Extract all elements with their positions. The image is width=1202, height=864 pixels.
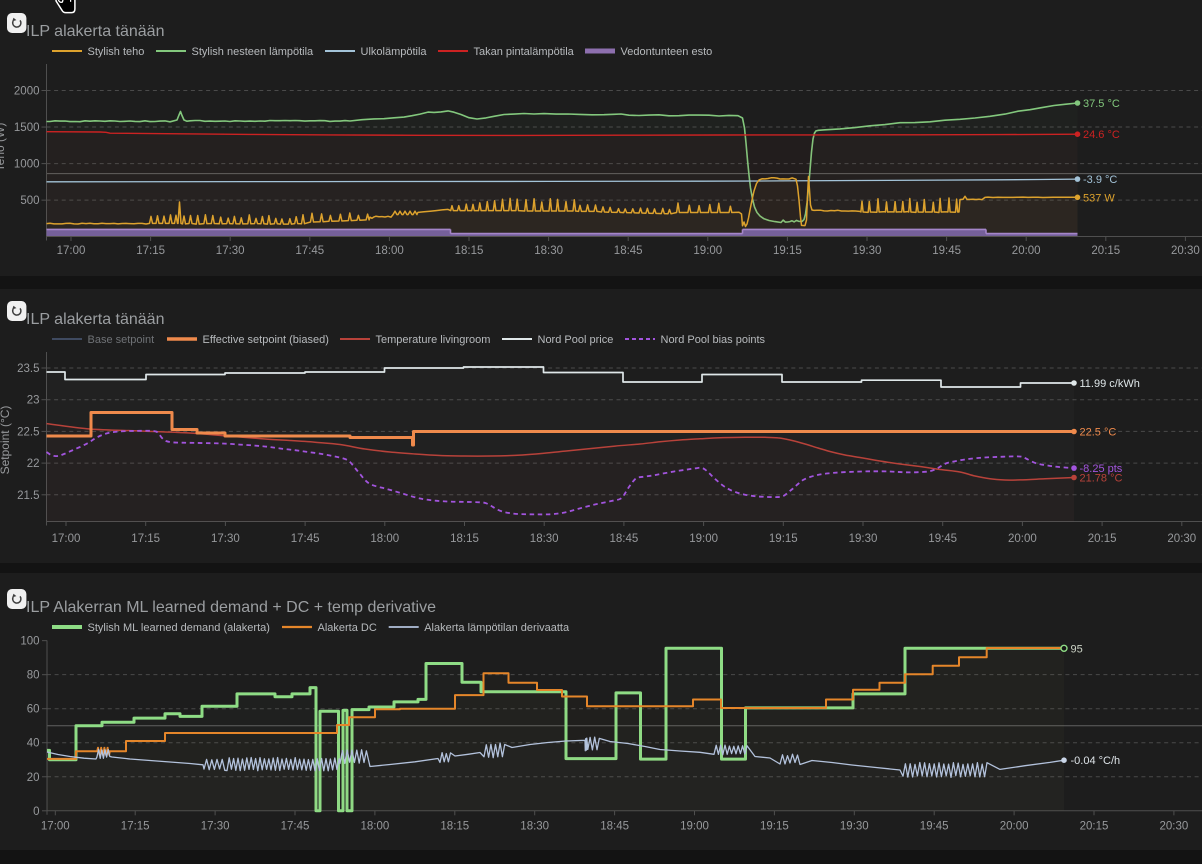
svg-text:Takan pintalämpötila: Takan pintalämpötila — [474, 46, 575, 58]
svg-text:19:45: 19:45 — [932, 245, 961, 257]
svg-text:40: 40 — [27, 738, 40, 750]
svg-text:19:30: 19:30 — [853, 245, 882, 257]
svg-text:20:15: 20:15 — [1088, 533, 1117, 545]
svg-text:ILP alakerta tänään: ILP alakerta tänään — [26, 23, 164, 40]
svg-text:18:00: 18:00 — [370, 533, 399, 545]
svg-text:17:15: 17:15 — [136, 245, 165, 257]
svg-text:18:30: 18:30 — [534, 245, 563, 257]
svg-text:95: 95 — [1071, 643, 1083, 655]
svg-text:19:00: 19:00 — [689, 533, 718, 545]
svg-text:22: 22 — [27, 458, 40, 470]
svg-text:18:00: 18:00 — [375, 245, 404, 257]
svg-text:22.5: 22.5 — [17, 426, 39, 438]
svg-text:24.6 °C: 24.6 °C — [1083, 129, 1120, 141]
svg-text:37.5 °C: 37.5 °C — [1083, 98, 1120, 110]
svg-text:-3.9 °C: -3.9 °C — [1083, 174, 1117, 186]
svg-text:Alakerta lämpötilan derivaatta: Alakerta lämpötilan derivaatta — [424, 622, 570, 634]
svg-text:60: 60 — [27, 704, 40, 716]
svg-text:18:30: 18:30 — [520, 821, 549, 833]
svg-text:ILP alakerta tänään: ILP alakerta tänään — [26, 311, 164, 328]
svg-text:Base setpoint: Base setpoint — [88, 334, 155, 346]
svg-text:19:00: 19:00 — [680, 821, 709, 833]
svg-text:Stylish ML learned demand (ala: Stylish ML learned demand (alakerta) — [88, 622, 270, 634]
svg-text:19:45: 19:45 — [928, 533, 957, 545]
svg-text:18:45: 18:45 — [610, 533, 639, 545]
svg-text:1000: 1000 — [14, 159, 40, 171]
svg-text:23: 23 — [27, 395, 40, 407]
svg-text:1500: 1500 — [14, 122, 40, 134]
svg-text:19:15: 19:15 — [773, 245, 802, 257]
svg-text:20:00: 20:00 — [1012, 245, 1041, 257]
svg-text:19:15: 19:15 — [760, 821, 789, 833]
svg-text:Vedontunteen esto: Vedontunteen esto — [621, 46, 713, 58]
svg-text:2000: 2000 — [14, 86, 40, 98]
svg-text:18:30: 18:30 — [530, 533, 559, 545]
svg-text:17:00: 17:00 — [57, 245, 86, 257]
svg-text:537 W: 537 W — [1083, 192, 1115, 204]
svg-text:17:45: 17:45 — [291, 533, 320, 545]
svg-text:20:15: 20:15 — [1091, 245, 1120, 257]
svg-text:17:15: 17:15 — [131, 533, 160, 545]
svg-text:Temperature livingroom: Temperature livingroom — [376, 334, 491, 346]
svg-text:20:30: 20:30 — [1171, 245, 1200, 257]
svg-text:11.99 c/kWh: 11.99 c/kWh — [1080, 378, 1140, 390]
svg-text:Stylish teho: Stylish teho — [88, 46, 145, 58]
svg-text:19:15: 19:15 — [769, 533, 798, 545]
svg-text:20:15: 20:15 — [1080, 821, 1109, 833]
svg-text:21.5: 21.5 — [17, 490, 39, 502]
svg-text:17:30: 17:30 — [201, 821, 230, 833]
svg-text:19:45: 19:45 — [920, 821, 949, 833]
svg-text:Stylish nesteen lämpötila: Stylish nesteen lämpötila — [192, 46, 315, 58]
svg-text:17:30: 17:30 — [216, 245, 245, 257]
svg-text:22.5 °C: 22.5 °C — [1080, 427, 1117, 439]
svg-text:20:30: 20:30 — [1167, 533, 1196, 545]
svg-text:18:15: 18:15 — [450, 533, 479, 545]
svg-text:20:00: 20:00 — [1008, 533, 1037, 545]
svg-text:Effective setpoint (biased): Effective setpoint (biased) — [203, 334, 329, 346]
svg-text:Setpoint (°C): Setpoint (°C) — [0, 406, 12, 475]
svg-text:0: 0 — [33, 806, 39, 818]
svg-text:80: 80 — [27, 670, 40, 682]
svg-text:17:45: 17:45 — [281, 821, 310, 833]
svg-text:500: 500 — [20, 195, 39, 207]
svg-text:18:15: 18:15 — [455, 245, 484, 257]
svg-text:19:30: 19:30 — [840, 821, 869, 833]
svg-text:Ulkolämpötila: Ulkolämpötila — [361, 46, 428, 58]
svg-text:17:15: 17:15 — [121, 821, 150, 833]
svg-text:-8.25 pts: -8.25 pts — [1080, 463, 1123, 475]
svg-text:20:00: 20:00 — [1000, 821, 1029, 833]
svg-text:Nord Pool price: Nord Pool price — [538, 334, 614, 346]
svg-text:17:45: 17:45 — [295, 245, 324, 257]
svg-text:18:00: 18:00 — [361, 821, 390, 833]
svg-text:-0.04 °C/h: -0.04 °C/h — [1071, 755, 1121, 767]
svg-text:19:00: 19:00 — [693, 245, 722, 257]
svg-text:21.78 °C: 21.78 °C — [1080, 473, 1123, 485]
svg-text:Nord Pool bias points: Nord Pool bias points — [661, 334, 766, 346]
svg-text:18:45: 18:45 — [614, 245, 643, 257]
svg-text:19:30: 19:30 — [849, 533, 878, 545]
svg-text:Teho (W): Teho (W) — [0, 123, 7, 172]
svg-text:23.5: 23.5 — [17, 363, 39, 375]
svg-text:17:00: 17:00 — [52, 533, 81, 545]
svg-text:100: 100 — [20, 636, 39, 648]
svg-text:20: 20 — [27, 772, 40, 784]
svg-text:20:30: 20:30 — [1160, 821, 1189, 833]
svg-text:Alakerta DC: Alakerta DC — [318, 622, 377, 634]
svg-text:18:15: 18:15 — [440, 821, 469, 833]
svg-text:17:30: 17:30 — [211, 533, 240, 545]
svg-text:17:00: 17:00 — [41, 821, 70, 833]
svg-text:ILP Alakerran ML learned deman: ILP Alakerran ML learned demand + DC + t… — [26, 599, 436, 616]
svg-text:18:45: 18:45 — [600, 821, 629, 833]
